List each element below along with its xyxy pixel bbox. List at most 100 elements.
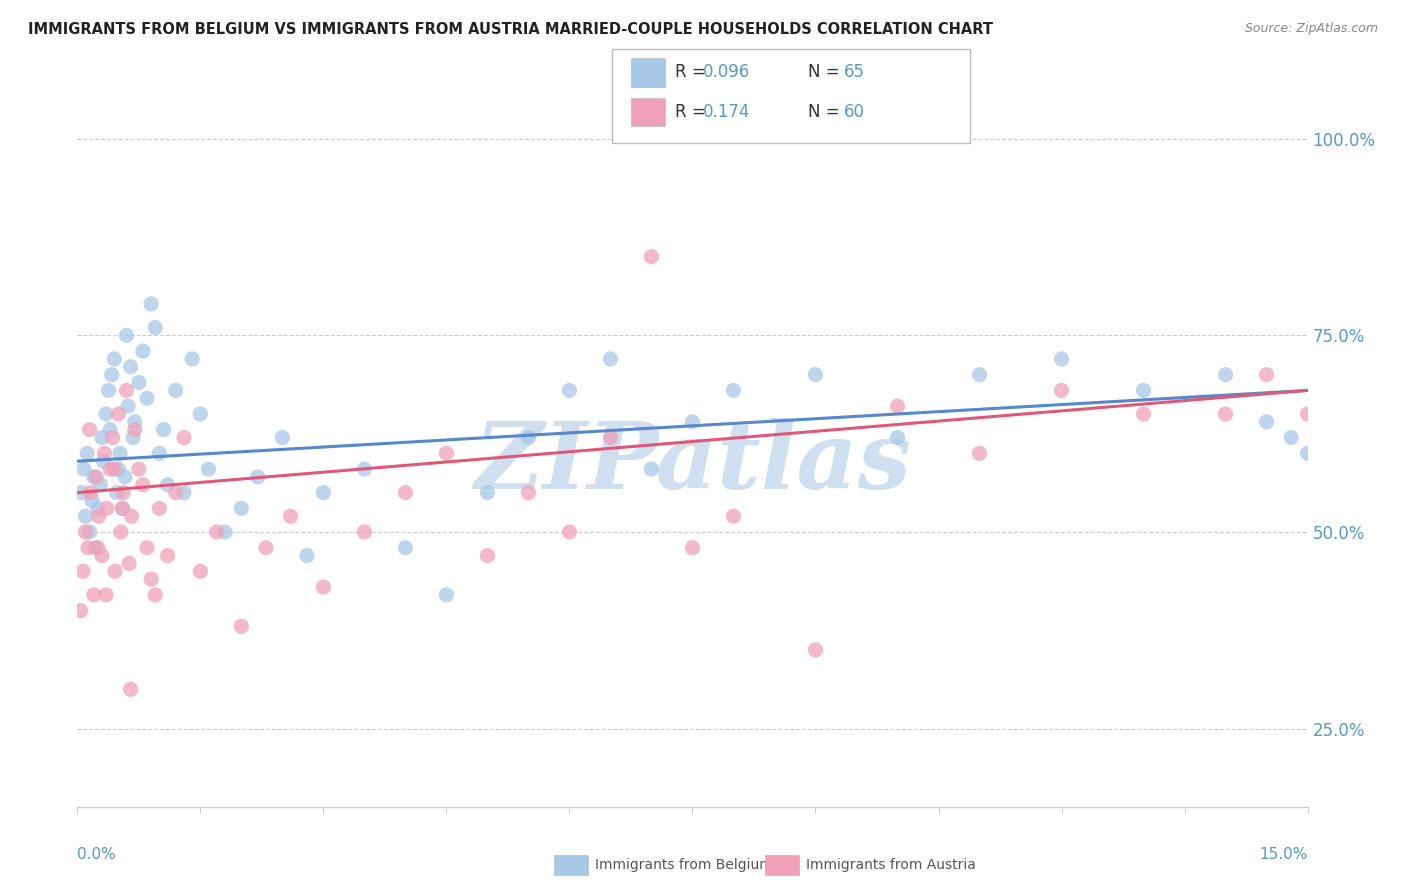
Text: 60: 60 <box>844 103 865 121</box>
Point <box>94 407 117 421</box>
Point <box>136 541 159 555</box>
Point <box>148 501 170 516</box>
Point <box>94 588 117 602</box>
Point <box>723 509 745 524</box>
Point <box>103 462 125 476</box>
Point <box>72 564 94 578</box>
Point <box>114 470 136 484</box>
Point <box>969 446 991 460</box>
Point <box>156 477 179 491</box>
Point <box>1215 368 1237 382</box>
Point <box>98 423 121 437</box>
Point <box>312 485 335 500</box>
Point <box>886 399 908 413</box>
Point <box>165 384 187 398</box>
Point <box>82 493 104 508</box>
Point <box>886 431 908 445</box>
Point <box>1132 407 1154 421</box>
Point <box>117 399 139 413</box>
Point <box>1279 431 1302 445</box>
Point <box>295 549 318 563</box>
Point <box>141 572 163 586</box>
Point <box>173 485 195 500</box>
Point <box>69 604 91 618</box>
Text: 65: 65 <box>844 63 865 81</box>
Point <box>1296 407 1319 421</box>
Point <box>83 588 105 602</box>
Point <box>115 328 138 343</box>
Point <box>682 415 704 429</box>
Point <box>87 501 110 516</box>
Point <box>1215 407 1237 421</box>
Point <box>90 431 114 445</box>
Text: Immigrants from Belgium: Immigrants from Belgium <box>595 858 772 872</box>
Text: IMMIGRANTS FROM BELGIUM VS IMMIGRANTS FROM AUSTRIA MARRIED-COUPLE HOUSEHOLDS COR: IMMIGRANTS FROM BELGIUM VS IMMIGRANTS FR… <box>28 22 993 37</box>
Point <box>132 477 155 491</box>
Point <box>231 501 253 516</box>
Point <box>90 549 114 563</box>
Point <box>97 384 120 398</box>
Point <box>120 682 142 697</box>
Point <box>132 344 155 359</box>
Point <box>271 431 294 445</box>
Point <box>87 541 110 555</box>
Point <box>98 462 121 476</box>
Point <box>104 564 127 578</box>
Point <box>103 351 125 366</box>
Point <box>128 462 150 476</box>
Point <box>280 509 302 524</box>
Point <box>188 407 212 421</box>
Point <box>214 524 236 539</box>
Point <box>436 588 458 602</box>
Text: N =: N = <box>808 63 845 81</box>
Point <box>197 462 219 476</box>
Point <box>353 524 375 539</box>
Point <box>141 297 163 311</box>
Point <box>136 392 159 406</box>
Point <box>110 524 132 539</box>
Point <box>84 470 107 484</box>
Point <box>121 509 143 524</box>
Point <box>87 509 110 524</box>
Point <box>517 431 540 445</box>
Point <box>101 368 124 382</box>
Point <box>1256 368 1278 382</box>
Point <box>152 423 174 437</box>
Text: 15.0%: 15.0% <box>1260 847 1308 863</box>
Text: ZIPatlas: ZIPatlas <box>474 418 911 508</box>
Point <box>111 501 134 516</box>
Point <box>599 351 621 366</box>
Point <box>70 485 93 500</box>
Point <box>143 588 166 602</box>
Point <box>120 359 142 374</box>
Point <box>640 462 662 476</box>
Text: Source: ZipAtlas.com: Source: ZipAtlas.com <box>1244 22 1378 36</box>
Point <box>188 564 212 578</box>
Point <box>108 446 131 460</box>
Point <box>115 384 138 398</box>
Point <box>107 407 129 421</box>
Point <box>436 446 458 460</box>
Text: R =: R = <box>675 103 711 121</box>
Point <box>173 431 195 445</box>
Point <box>79 485 101 500</box>
Point <box>682 541 704 555</box>
Point <box>77 541 100 555</box>
Point <box>128 376 150 390</box>
Text: 0.174: 0.174 <box>703 103 751 121</box>
Point <box>148 446 170 460</box>
Point <box>517 485 540 500</box>
Text: N =: N = <box>808 103 845 121</box>
Point <box>969 368 991 382</box>
Point <box>1050 384 1073 398</box>
Point <box>143 320 166 334</box>
Point <box>640 250 662 264</box>
Point <box>1050 351 1073 366</box>
Point <box>124 423 146 437</box>
Point <box>723 384 745 398</box>
Point <box>105 485 128 500</box>
Point <box>84 541 107 555</box>
Point <box>89 477 111 491</box>
Point <box>246 470 269 484</box>
Point <box>804 368 827 382</box>
